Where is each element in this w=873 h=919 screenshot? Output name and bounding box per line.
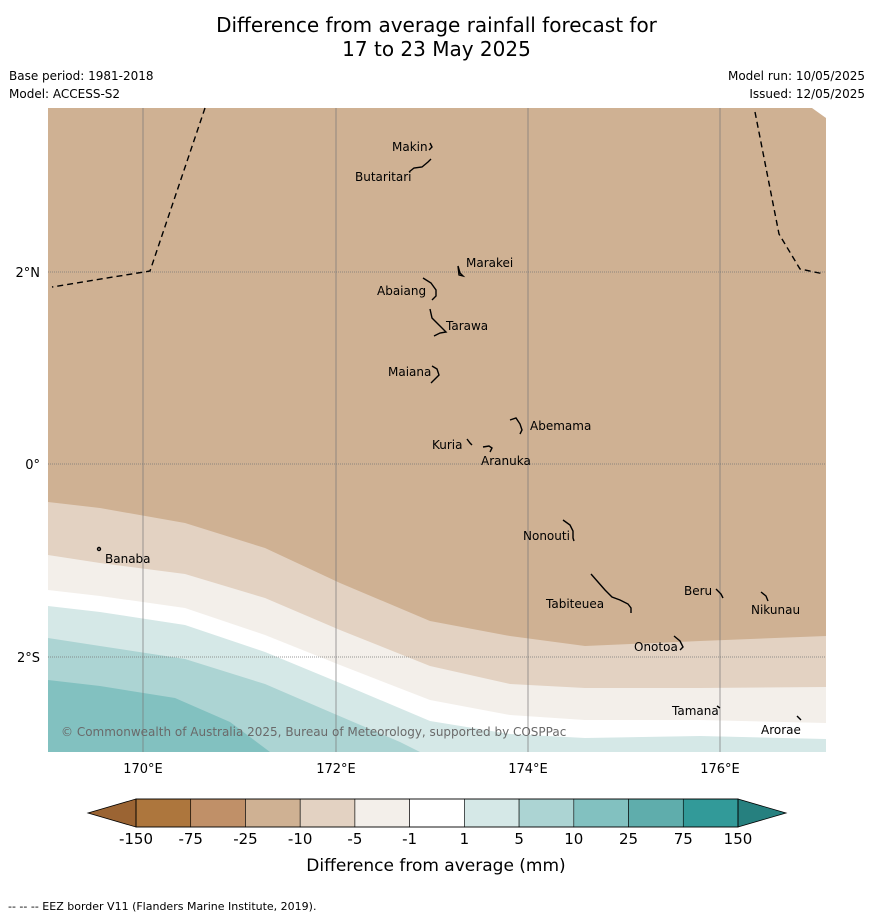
- colorbar-swatch: [354, 798, 410, 828]
- colorbar-tick-label: -10: [288, 830, 313, 848]
- colorbar-swatch: [518, 798, 575, 828]
- colorbar-label: Difference from average (mm): [306, 856, 565, 876]
- island-label-tabiteuea: Tabiteuea: [545, 597, 604, 611]
- band-corner-white: [812, 108, 826, 118]
- model-text: Model: ACCESS-S2: [9, 87, 121, 101]
- lon-tick-170e: 170°E: [123, 762, 163, 777]
- colorbar-tick-labels: -150 -75 -25 -10 -5 -1 1 5 10 25 75 150: [119, 830, 752, 848]
- lat-tick-2n: 2°N: [16, 266, 41, 281]
- colorbar-tick-label: 5: [514, 830, 524, 848]
- map-title-line2: 17 to 23 May 2025: [342, 37, 531, 61]
- colorbar-tick-label: -75: [178, 830, 203, 848]
- nonouti-outline: [562, 519, 575, 542]
- lat-tick-2s: 2°S: [17, 651, 40, 666]
- colorbar-tick-label: -25: [233, 830, 258, 848]
- colorbar-tick-label: -5: [347, 830, 362, 848]
- band-plus10-plus25: [48, 680, 270, 752]
- rainfall-bands: [48, 108, 826, 752]
- island-labels: Makin Butaritari Marakei Abaiang Tarawa …: [105, 140, 801, 737]
- island-label-abemama: Abemama: [530, 419, 591, 433]
- beru-outline: [715, 588, 724, 599]
- island-label-nikunau: Nikunau: [751, 603, 800, 617]
- colorbar-swatch: [245, 798, 301, 828]
- island-label-makin: Makin: [392, 140, 428, 154]
- maiana-outline: [430, 365, 440, 384]
- copyright-text: © Commonwealth of Australia 2025, Bureau…: [61, 725, 566, 739]
- colorbar-swatch: [682, 798, 739, 828]
- island-label-marakei: Marakei: [466, 256, 513, 270]
- nikunau-outline: [760, 591, 769, 602]
- island-label-nonouti: Nonouti: [523, 529, 570, 543]
- island-label-arorae: Arorae: [761, 723, 801, 737]
- abaiang-outline: [422, 277, 437, 301]
- map-title-line1: Difference from average rainfall forecas…: [216, 13, 657, 37]
- island-label-maiana: Maiana: [388, 365, 431, 379]
- lon-tick-172e: 172°E: [316, 762, 356, 777]
- colorbar-tick-label: -150: [119, 830, 153, 848]
- onotoa-outline: [673, 635, 684, 651]
- colorbar-tick-label: 25: [619, 830, 638, 848]
- island-label-aranuka: Aranuka: [481, 454, 531, 468]
- arorae-outline: [796, 715, 802, 721]
- colorbar-swatch: [135, 798, 192, 828]
- colorbar-swatch: [409, 798, 465, 828]
- banaba-outline: [96, 546, 102, 552]
- island-label-tarawa: Tarawa: [445, 319, 488, 333]
- island-label-beru: Beru: [684, 584, 712, 598]
- colorbar-tick-label: -1: [402, 830, 417, 848]
- colorbar-tick-label: 10: [564, 830, 583, 848]
- eez-border: [51, 107, 825, 288]
- tamana-outline: [716, 705, 721, 709]
- island-label-banaba: Banaba: [105, 552, 151, 566]
- colorbar-swatches: [135, 798, 739, 828]
- colorbar-low-extend: [86, 798, 137, 828]
- graticule: [48, 108, 826, 752]
- island-label-butaritari: Butaritari: [355, 170, 412, 184]
- colorbar-high-extend: [737, 798, 788, 828]
- colorbar-swatch: [464, 798, 520, 828]
- butaritari-outline: [408, 158, 432, 173]
- colorbar-swatch: [190, 798, 246, 828]
- colorbar-swatch: [573, 798, 629, 828]
- island-label-kuria: Kuria: [432, 438, 463, 452]
- kuria-outline: [466, 438, 473, 446]
- model-run-text: Model run: 10/05/2025: [727, 69, 865, 83]
- tarawa-outline: [429, 308, 448, 337]
- colorbar-tick-label: 150: [724, 830, 753, 848]
- lon-tick-174e: 174°E: [508, 762, 548, 777]
- lat-tick-0: 0°: [25, 458, 40, 473]
- colorbar-frame: [135, 798, 739, 828]
- aranuka-outline: [482, 445, 493, 453]
- base-period-text: Base period: 1981-2018: [9, 69, 154, 83]
- lon-tick-176e: 176°E: [700, 762, 740, 777]
- island-outlines: [96, 142, 802, 721]
- island-label-abaiang: Abaiang: [377, 284, 426, 298]
- makin-outline: [428, 142, 433, 151]
- colorbar: -150 -75 -25 -10 -5 -1 1 5 10 25 75 150 Difference …: [86, 798, 788, 876]
- colorbar-tick-label: 1: [460, 830, 470, 848]
- colorbar-swatch: [628, 798, 684, 828]
- eez-footnote: -- -- -- EEZ border V11 (Flanders Marine…: [8, 900, 317, 913]
- marakei-outline: [457, 265, 466, 278]
- colorbar-tick-label: 75: [674, 830, 693, 848]
- axis-ticks: 170°E 172°E 174°E 176°E 2°N 0° 2°S: [16, 266, 740, 777]
- island-label-tamana: Tamana: [671, 704, 719, 718]
- colorbar-swatch: [299, 798, 356, 828]
- issued-text: Issued: 12/05/2025: [749, 87, 865, 101]
- abemama-outline: [509, 417, 523, 435]
- island-label-onotoa: Onotoa: [634, 640, 678, 654]
- tabiteuea-outline: [590, 573, 632, 613]
